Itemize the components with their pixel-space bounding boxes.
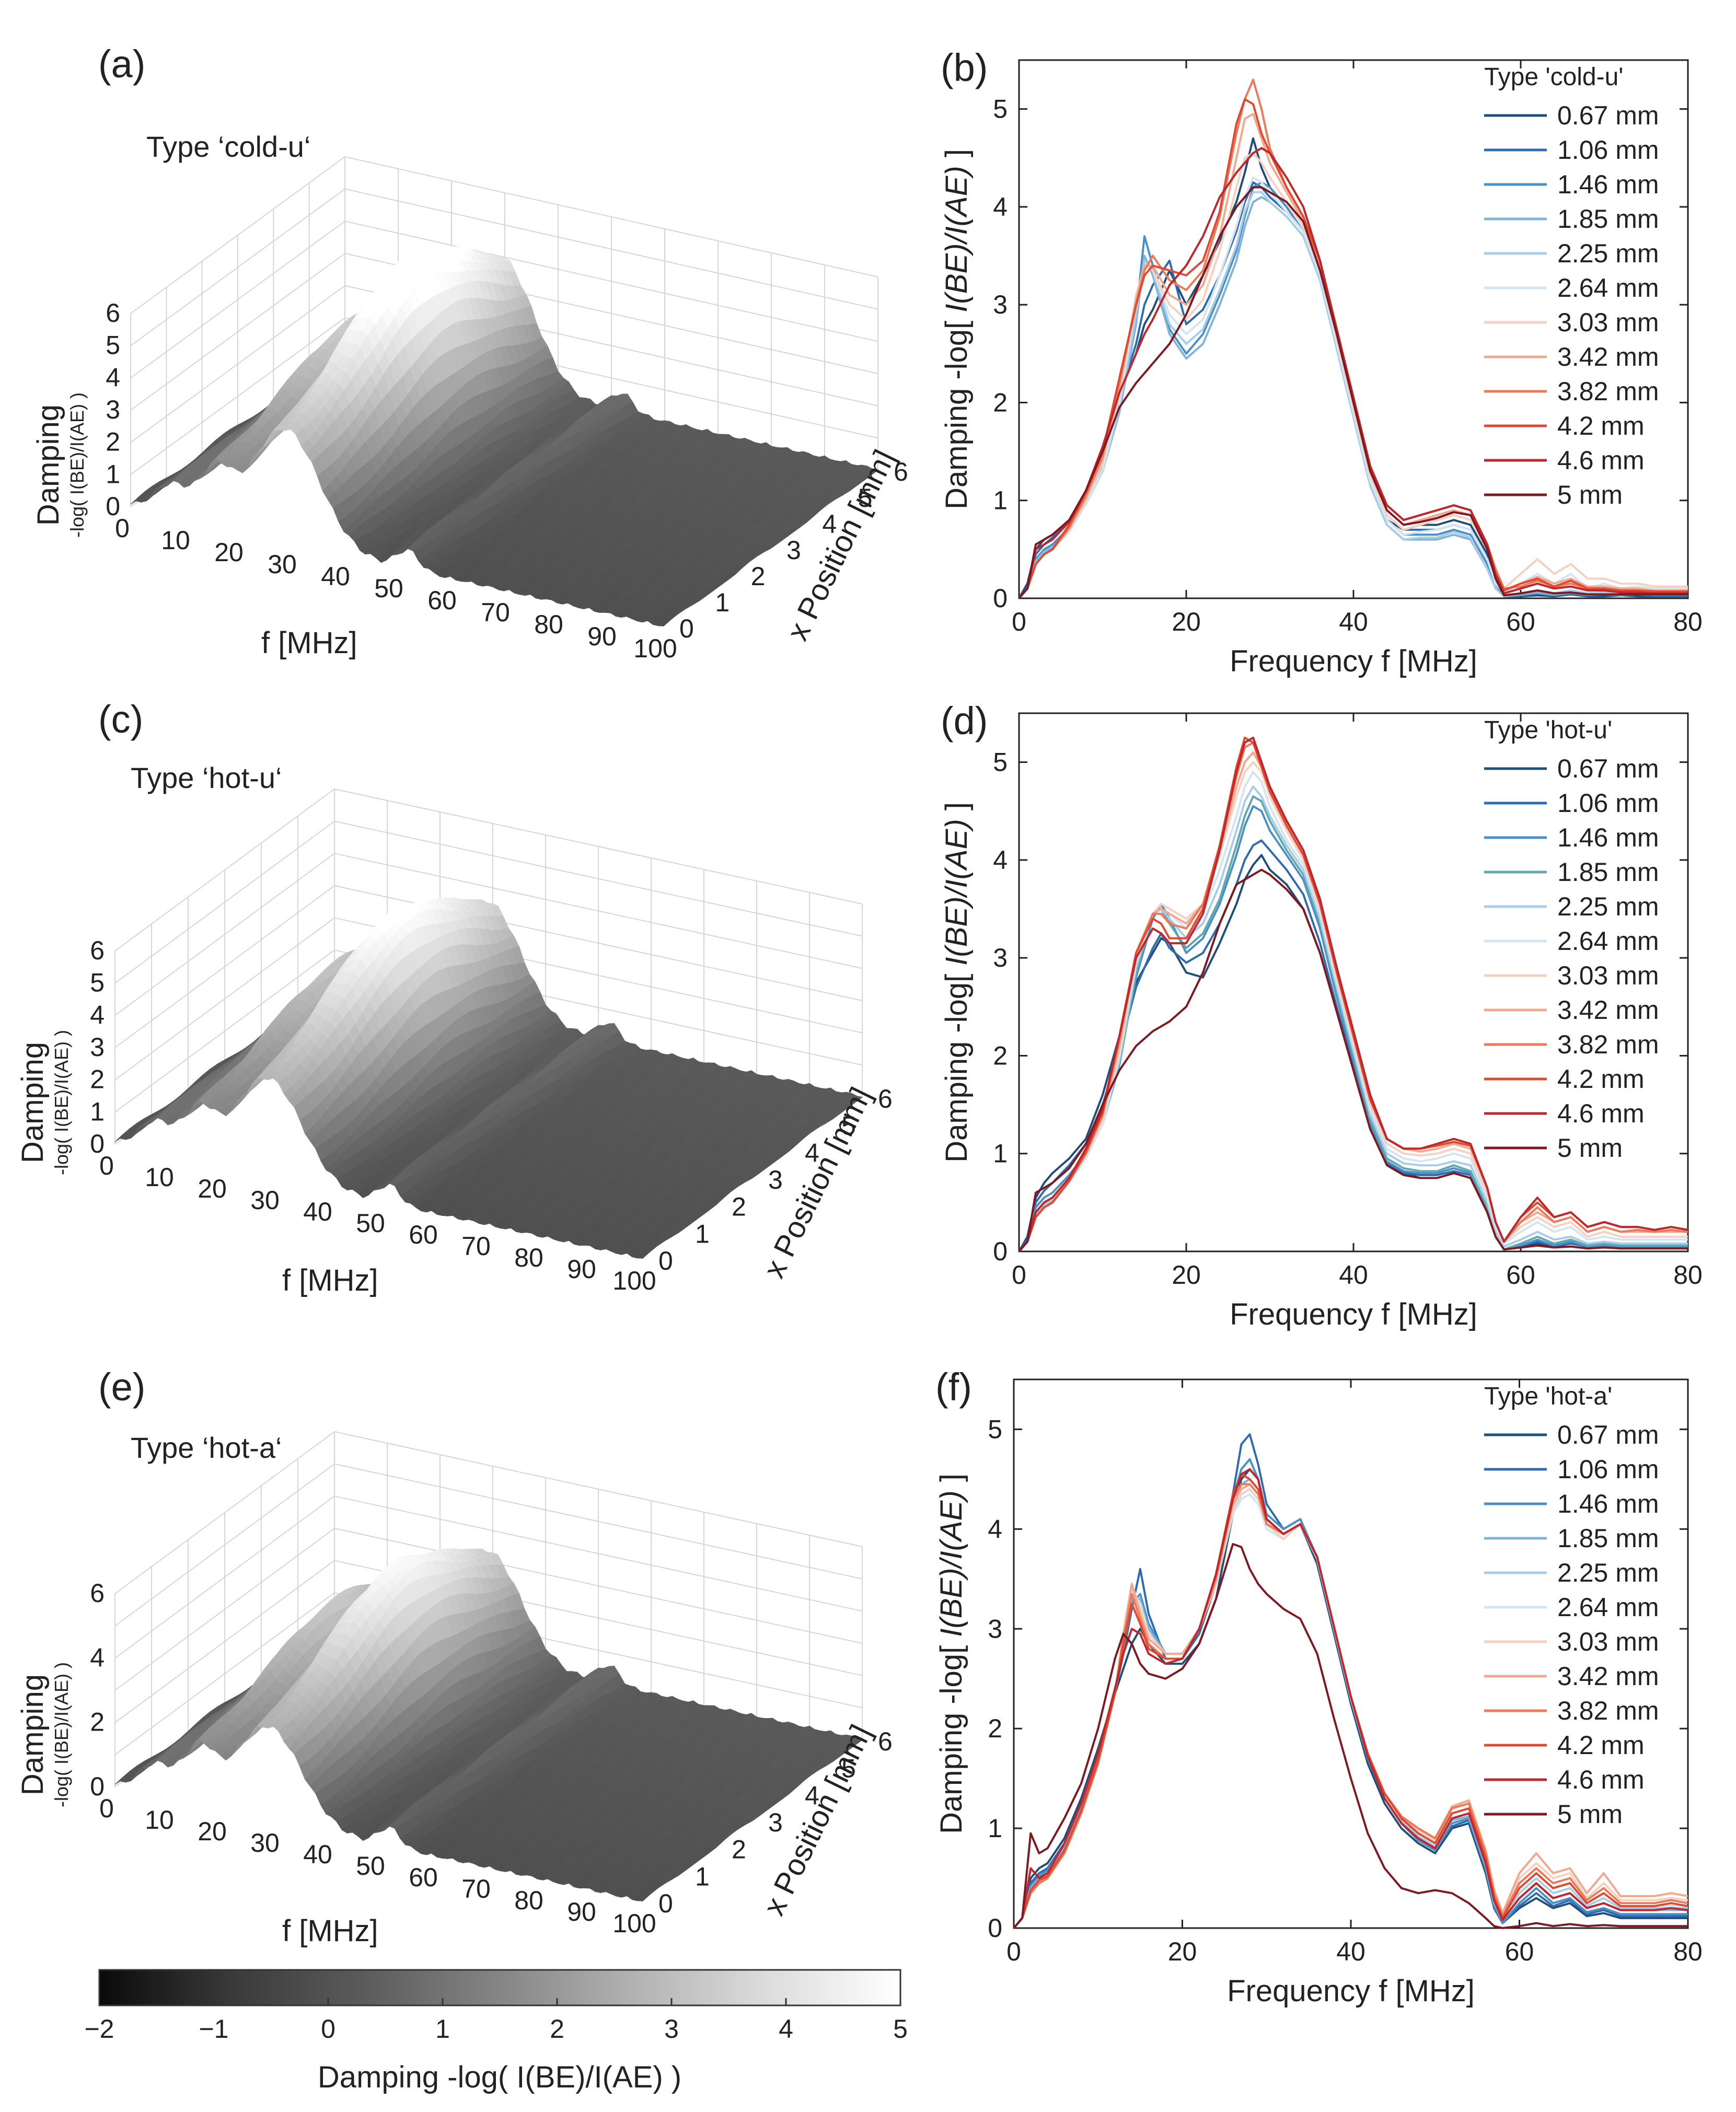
z-tick-label: 2: [106, 427, 120, 457]
z-axis-subtitle: -log( I(BE)/I(AE) ): [66, 392, 88, 538]
x-tick-label: 1: [715, 588, 730, 617]
z-axis-title: Damping: [31, 404, 65, 526]
z-tick-label: 1: [106, 459, 120, 489]
f-tick-label: 80: [534, 610, 563, 639]
z-tick-label: 4: [106, 363, 120, 392]
f-tick-label: 90: [587, 622, 617, 651]
f-tick-label: 60: [427, 586, 457, 615]
f-axis-label: f [MHz]: [261, 626, 357, 660]
f-tick-label: 30: [268, 550, 297, 579]
z-tick-label: 6: [106, 298, 120, 328]
f-tick-label: 20: [214, 538, 244, 567]
z-tick-label: 5: [106, 331, 120, 360]
surface-plot: [130, 156, 879, 626]
f-tick-label: 40: [321, 562, 350, 591]
x-tick-label: 0: [679, 614, 694, 643]
z-axis-label: Damping -log( I(BE)/I(AE) ): [31, 392, 88, 538]
x-tick-label: 2: [751, 562, 766, 591]
surface-panel-a: (a) Type ‘cold-u‘ Damping -log( I(BE)/I(…: [31, 42, 908, 663]
f-tick-label: 70: [481, 598, 510, 627]
f-tick-label: 50: [374, 574, 403, 603]
f-tick-label: 0: [115, 514, 130, 543]
panel-label: (c): [98, 698, 143, 741]
surface-type-label: Type ‘cold-u‘: [146, 130, 310, 163]
z-tick-label: 3: [106, 395, 120, 424]
panel-label: (a): [98, 42, 145, 86]
f-tick-label: 100: [633, 634, 677, 663]
x-tick-label: 3: [786, 536, 801, 565]
f-tick-label: 10: [161, 526, 190, 555]
surface-plot: [114, 788, 863, 1259]
surface-panel-c: (c) Type ‘hot-u‘ Damping -log( I(BE)/I(A…: [16, 698, 893, 1297]
